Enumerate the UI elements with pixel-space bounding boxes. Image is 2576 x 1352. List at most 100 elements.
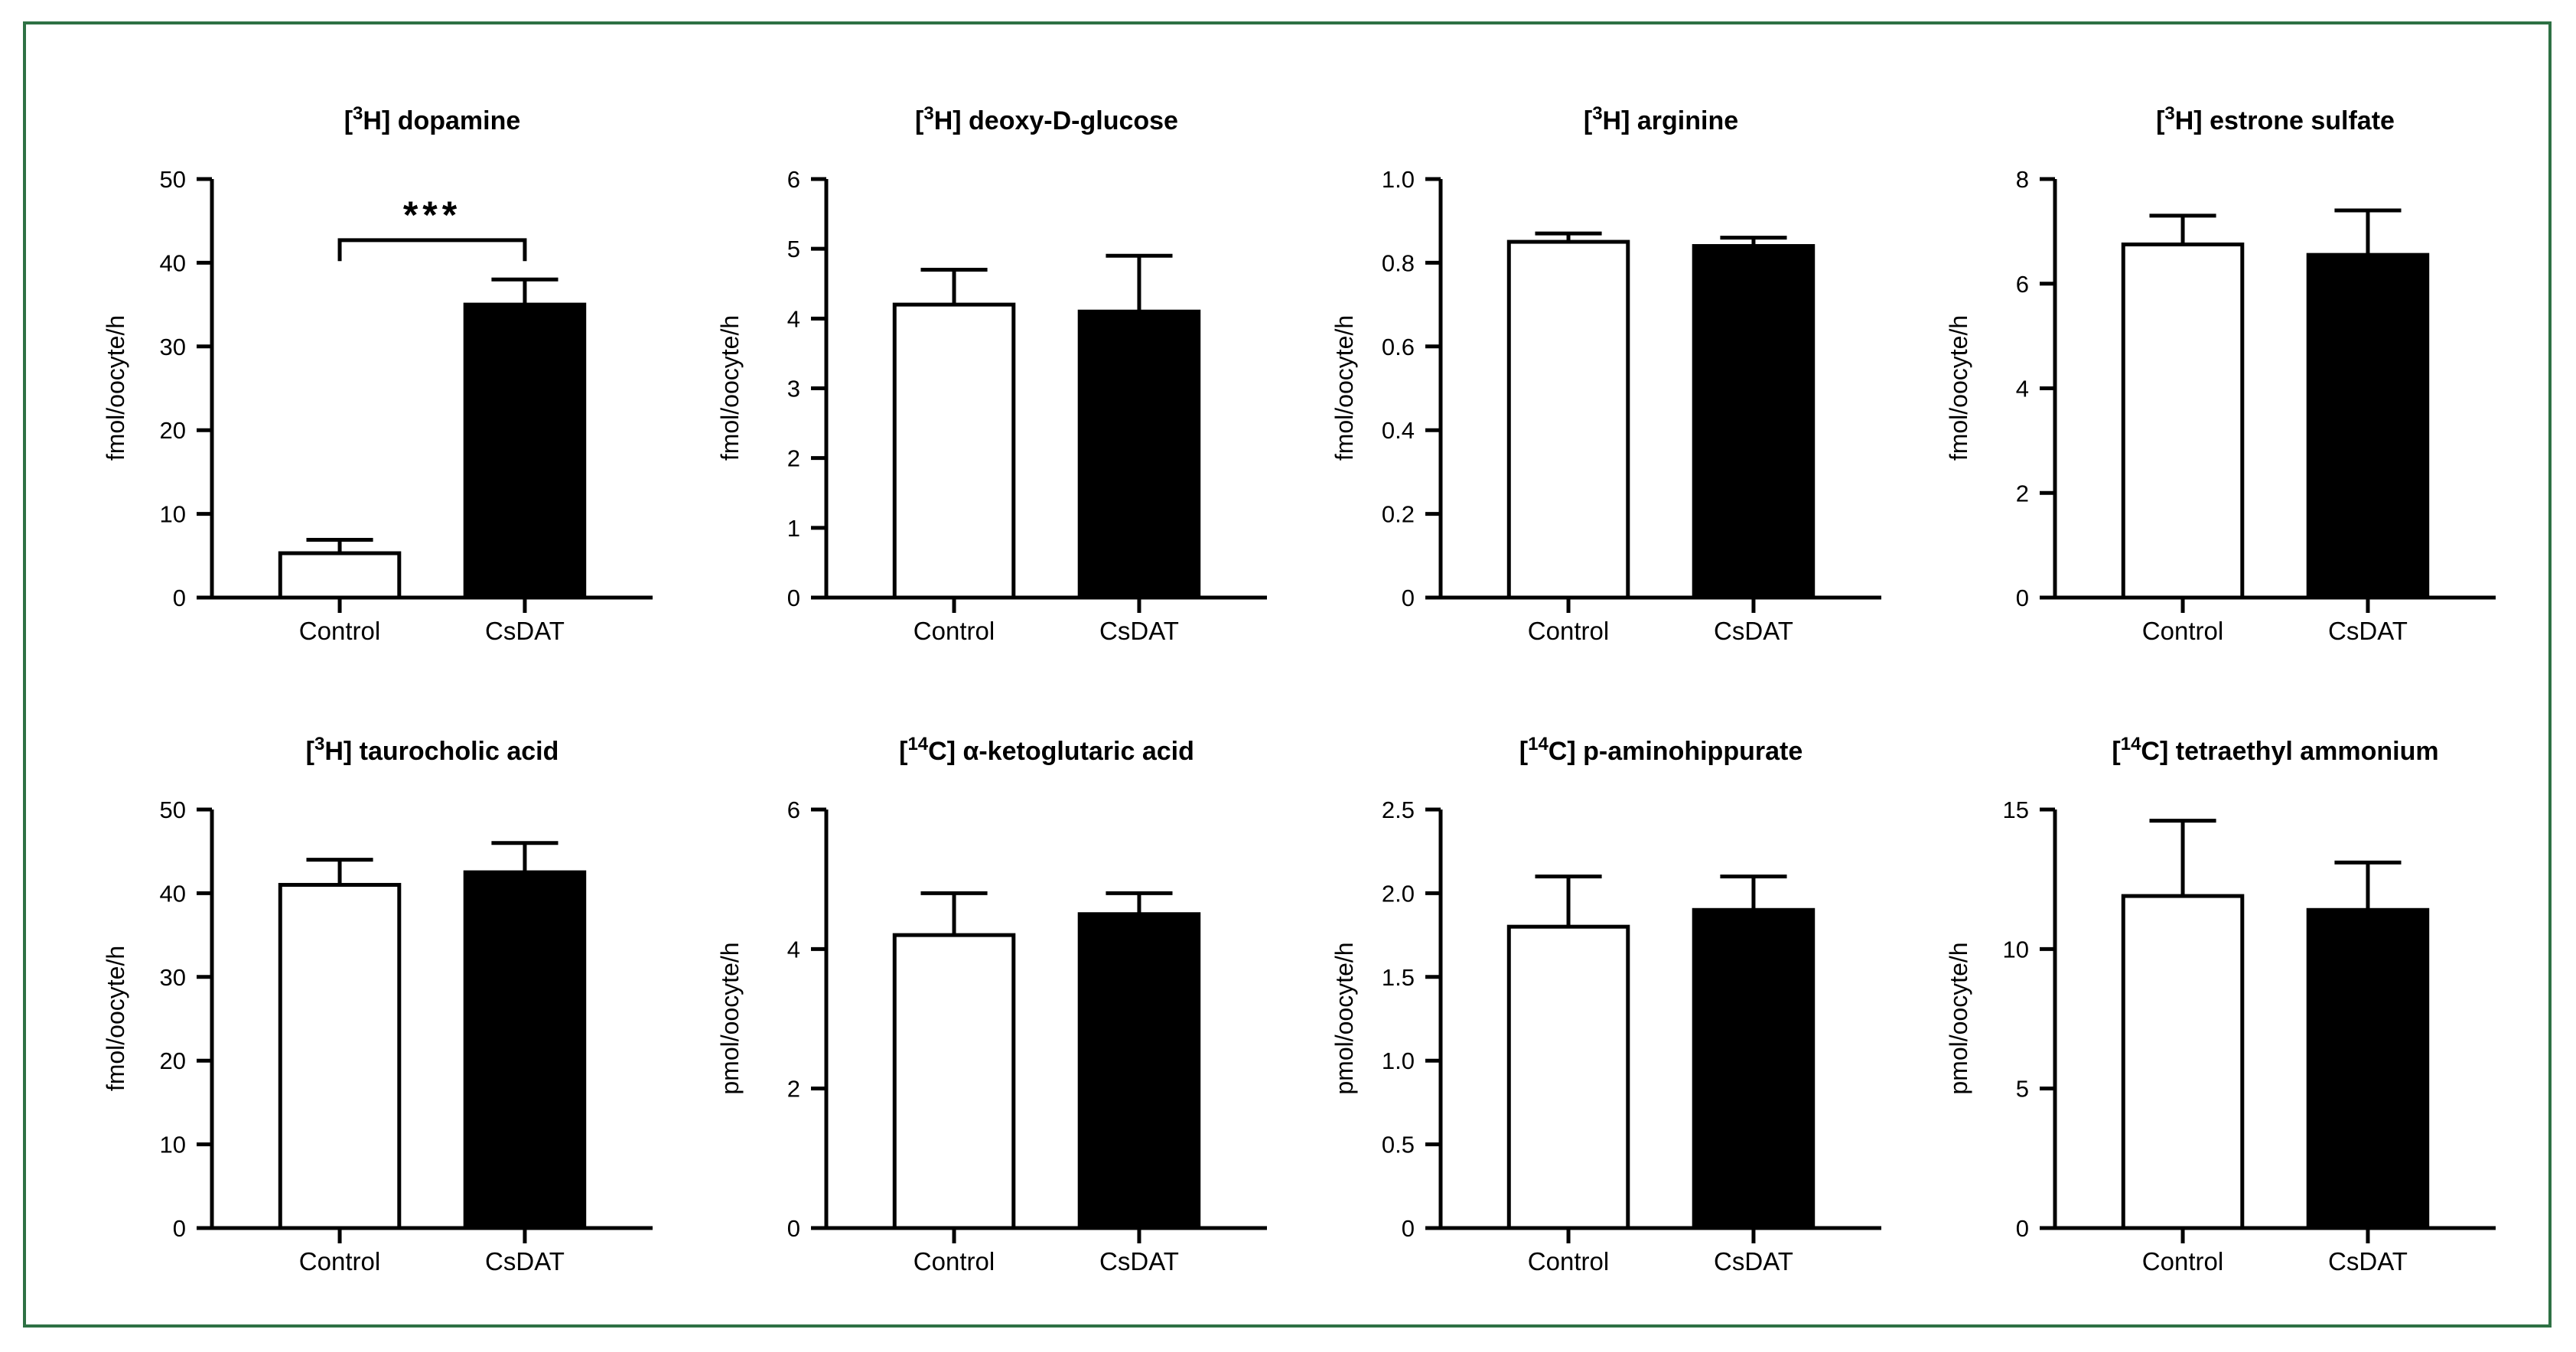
category-label-csdat: CsDAT [1099, 617, 1179, 645]
y-axis-label: pmol/oocyte/h [1945, 942, 1972, 1094]
bar-csdat [1077, 309, 1201, 600]
chart-title: [3H] arginine [1584, 103, 1738, 135]
y-tick-label: 6 [787, 166, 800, 193]
y-axis-label: fmol/oocyte/h [716, 315, 744, 461]
y-tick-label: 0 [2016, 585, 2029, 611]
y-tick-label: 0 [1402, 1215, 1415, 1242]
category-label-control: Control [298, 1247, 379, 1275]
chart-estrone-sulfate: [3H] estrone sulfate fmol/oocyte/h Contr… [1945, 103, 2496, 645]
category-label-csdat: CsDAT [2328, 1247, 2408, 1275]
category-label-control: Control [1528, 617, 1609, 645]
category-label-csdat: CsDAT [2328, 617, 2408, 645]
category-label-control: Control [913, 617, 995, 645]
significance-stars: *** [402, 194, 461, 236]
y-axis-label: pmol/oocyte/h [1330, 942, 1358, 1094]
category-label-csdat: CsDAT [1714, 617, 1793, 645]
y-tick-label: 1.5 [1382, 964, 1415, 991]
y-tick-label: 6 [2016, 271, 2029, 298]
y-tick-label: 0.2 [1382, 501, 1415, 528]
bar-control [278, 882, 401, 1230]
y-tick-label: 0.8 [1382, 249, 1415, 276]
bar-control [1506, 924, 1630, 1230]
bar-csdat [1692, 244, 1816, 600]
y-tick-label: 2 [787, 1076, 800, 1103]
category-label-csdat: CsDAT [1714, 1247, 1793, 1275]
category-label-control: Control [298, 617, 379, 645]
y-tick-label: 40 [159, 249, 185, 276]
bar-csdat [2307, 907, 2430, 1230]
figure-frame: [3H] dopamine fmol/oocyte/h Control CsDA… [23, 21, 2552, 1328]
category-label-control: Control [2142, 1247, 2223, 1275]
bar-csdat [463, 870, 586, 1230]
chart-title: [14C] α-ketoglutaric acid [899, 734, 1194, 766]
y-tick-label: 8 [2016, 166, 2029, 193]
bar-control [2122, 894, 2245, 1230]
y-tick-label: 0 [172, 1215, 185, 1242]
y-tick-label: 40 [159, 880, 185, 907]
y-tick-label: 10 [2003, 936, 2029, 963]
category-label-csdat: CsDAT [485, 1247, 565, 1275]
bar-control [892, 302, 1016, 600]
y-tick-label: 50 [159, 166, 185, 193]
y-tick-label: 4 [787, 936, 800, 963]
y-tick-label: 15 [2003, 797, 2029, 823]
bar-csdat [1692, 907, 1816, 1230]
chart-dopamine: [3H] dopamine fmol/oocyte/h Control CsDA… [102, 103, 653, 645]
y-tick-label: 0 [172, 585, 185, 611]
category-label-control: Control [913, 1247, 995, 1275]
y-tick-label: 20 [159, 1047, 185, 1074]
category-label-control: Control [1528, 1247, 1609, 1275]
y-axis-label: fmol/oocyte/h [102, 315, 129, 461]
y-tick-label: 50 [159, 797, 185, 823]
chart-taurocholic-acid: [3H] taurocholic acid fmol/oocyte/h Cont… [102, 734, 653, 1275]
y-tick-label: 10 [159, 501, 185, 528]
y-tick-label: 30 [159, 334, 185, 360]
y-axis-label: fmol/oocyte/h [102, 946, 129, 1091]
category-label-csdat: CsDAT [485, 617, 565, 645]
y-tick-label: 0 [1402, 585, 1415, 611]
y-tick-label: 0.5 [1382, 1132, 1415, 1158]
bar-control [1506, 239, 1630, 600]
y-tick-label: 30 [159, 964, 185, 991]
y-tick-label: 20 [159, 417, 185, 444]
bar-control [892, 933, 1016, 1230]
y-tick-label: 1.0 [1382, 1047, 1415, 1074]
y-tick-label: 2 [2016, 480, 2029, 507]
y-axis-label: fmol/oocyte/h [1945, 315, 1972, 461]
chart-tetraethyl-ammonium: [14C] tetraethyl ammonium pmol/oocyte/h … [1945, 734, 2496, 1275]
y-axis-label: pmol/oocyte/h [716, 942, 744, 1094]
chart-title: [14C] p-aminohippurate [1519, 734, 1803, 766]
y-tick-label: 2.5 [1382, 797, 1415, 823]
y-tick-label: 0 [787, 585, 800, 611]
chart-grid: [3H] dopamine fmol/oocyte/h Control CsDA… [26, 24, 2548, 1299]
bar-csdat [1077, 912, 1201, 1230]
y-tick-label: 0.6 [1382, 334, 1415, 360]
chart-title: [3H] estrone sulfate [2156, 103, 2395, 135]
y-tick-label: 10 [159, 1132, 185, 1158]
y-tick-label: 6 [787, 797, 800, 823]
category-label-control: Control [2142, 617, 2223, 645]
chart-deoxy-d-glucose: [3H] deoxy-D-glucose fmol/oocyte/h Contr… [716, 103, 1267, 645]
y-tick-label: 5 [2016, 1076, 2029, 1103]
y-tick-label: 0 [2016, 1215, 2029, 1242]
y-tick-label: 1.0 [1382, 166, 1415, 193]
chart-p-aminohippurate: [14C] p-aminohippurate pmol/oocyte/h Con… [1330, 734, 1882, 1275]
y-tick-label: 2.0 [1382, 880, 1415, 907]
y-tick-label: 2 [787, 445, 800, 472]
chart-title: [14C] tetraethyl ammonium [2112, 734, 2439, 766]
category-label-csdat: CsDAT [1099, 1247, 1179, 1275]
y-tick-label: 1 [787, 515, 800, 542]
y-tick-label: 5 [787, 236, 800, 262]
bar-control [2122, 242, 2245, 600]
significance-bracket [337, 238, 527, 262]
chart-title: [3H] dopamine [344, 103, 520, 135]
y-tick-label: 4 [787, 305, 800, 332]
y-axis-label: fmol/oocyte/h [1330, 315, 1358, 461]
bar-csdat [2307, 252, 2430, 600]
chart-title: [3H] taurocholic acid [305, 734, 559, 766]
y-tick-label: 4 [2016, 376, 2029, 402]
chart-alpha-ketoglutaric-acid: [14C] α-ketoglutaric acid pmol/oocyte/h … [716, 734, 1267, 1275]
y-tick-label: 3 [787, 376, 800, 402]
y-tick-label: 0.4 [1382, 417, 1415, 444]
bar-control [278, 551, 401, 600]
